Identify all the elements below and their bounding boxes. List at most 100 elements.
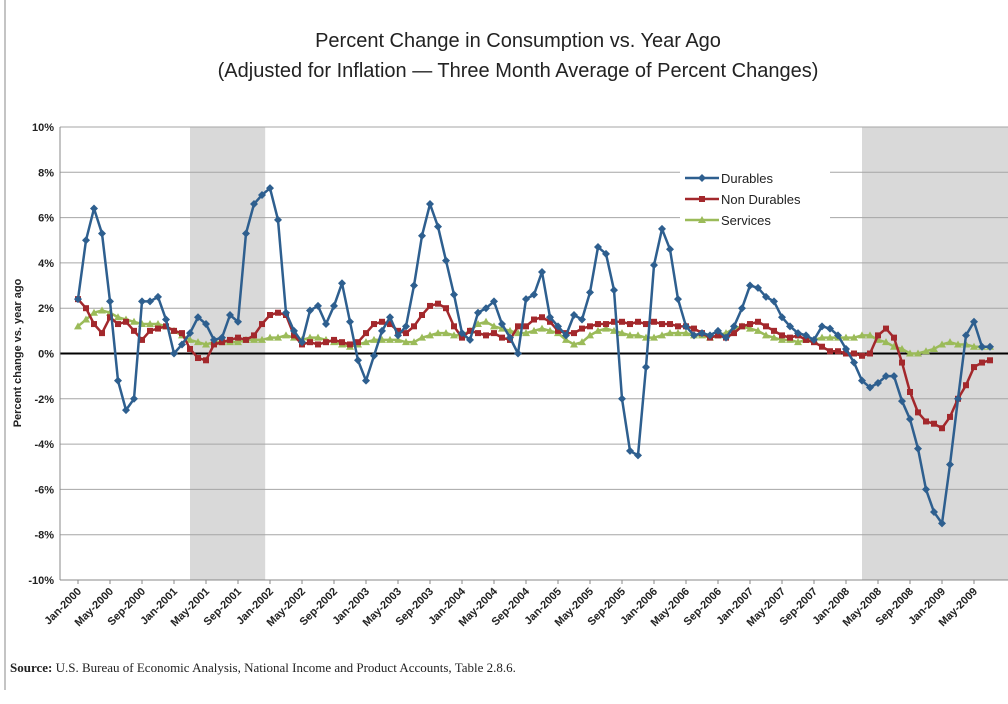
point (579, 325, 585, 332)
point (490, 322, 498, 330)
point (210, 335, 218, 344)
point (659, 321, 665, 328)
point (627, 321, 633, 328)
point (570, 340, 578, 348)
point (770, 333, 778, 341)
legend-label: Non Durables (721, 192, 801, 207)
point (522, 295, 530, 304)
point (386, 335, 394, 343)
point (451, 323, 457, 330)
point (410, 338, 418, 346)
point (499, 334, 505, 341)
point (883, 325, 889, 332)
point (162, 315, 170, 324)
point (603, 321, 609, 328)
point (794, 329, 802, 338)
point (682, 329, 690, 337)
point (842, 344, 850, 353)
point (874, 378, 882, 387)
point (155, 325, 161, 332)
point (547, 318, 553, 325)
point (546, 326, 554, 334)
point (362, 376, 370, 385)
point (98, 229, 106, 238)
point (930, 508, 938, 517)
point (395, 327, 401, 334)
y-tick-label: -2% (34, 394, 54, 406)
point (347, 341, 353, 348)
point (827, 348, 833, 355)
point (195, 355, 201, 362)
point (698, 174, 706, 182)
point (939, 425, 945, 432)
series (74, 184, 994, 528)
point (954, 394, 962, 403)
point (163, 323, 169, 330)
point (899, 359, 905, 366)
point (531, 316, 537, 323)
point (842, 333, 850, 341)
point (267, 311, 273, 318)
point (826, 333, 834, 341)
point (490, 297, 498, 306)
point (506, 333, 514, 342)
point (979, 359, 985, 366)
point (587, 323, 593, 330)
point (755, 318, 761, 325)
point (779, 332, 785, 339)
point (131, 327, 137, 334)
point (938, 340, 946, 348)
point (154, 292, 162, 301)
point (771, 327, 777, 334)
point (186, 329, 194, 338)
point (810, 335, 818, 344)
point (227, 336, 233, 343)
point (835, 348, 841, 355)
point (106, 297, 114, 306)
point (466, 335, 474, 344)
point (139, 336, 145, 343)
point (850, 333, 858, 341)
point (786, 322, 794, 331)
point (498, 320, 506, 329)
point (530, 326, 538, 334)
point (763, 323, 769, 330)
y-tick-label: 6% (38, 213, 54, 225)
point (234, 317, 242, 326)
point (947, 413, 953, 420)
point (802, 331, 810, 340)
point (306, 333, 314, 341)
point (867, 350, 873, 357)
point (379, 318, 385, 325)
point (914, 444, 922, 453)
point (387, 321, 393, 328)
point (594, 326, 602, 334)
point (819, 343, 825, 350)
point (546, 313, 554, 322)
point (634, 451, 642, 460)
source-text: U.S. Bureau of Economic Analysis, Nation… (56, 660, 516, 675)
point (523, 323, 529, 330)
y-axis-label: Percent change vs. year ago (12, 278, 24, 427)
point (626, 331, 634, 339)
point (706, 331, 714, 340)
point (658, 331, 666, 339)
point (250, 335, 258, 343)
point (443, 305, 449, 312)
point (386, 313, 394, 322)
point (946, 460, 954, 469)
point (898, 397, 906, 406)
point (658, 224, 666, 233)
point (971, 364, 977, 371)
point (171, 327, 177, 334)
point (282, 331, 290, 339)
point (898, 344, 906, 352)
point (818, 333, 826, 341)
point (130, 394, 138, 403)
point (115, 321, 121, 328)
point (746, 281, 754, 290)
point (82, 315, 90, 323)
point (851, 350, 857, 357)
legend-label: Durables (721, 171, 774, 186)
point (754, 326, 762, 334)
